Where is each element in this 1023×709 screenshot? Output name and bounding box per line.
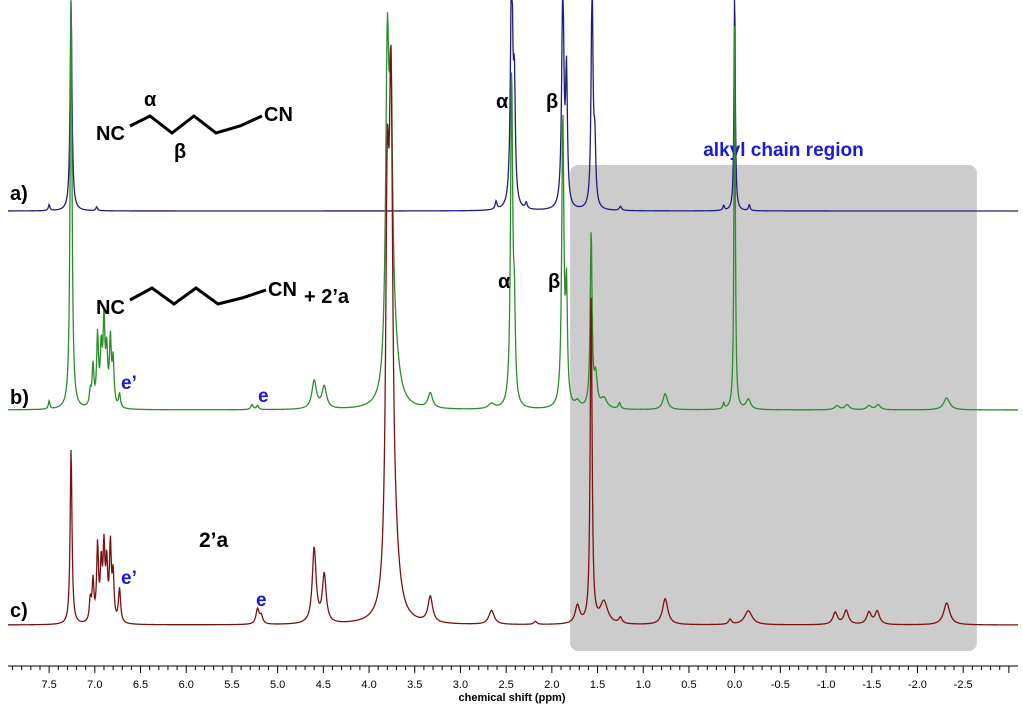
x-tick-label: 3.5 <box>407 679 422 691</box>
alkyl-chain-region-box <box>570 165 977 651</box>
peak-label-e-b: e <box>258 386 269 407</box>
spectra-traces <box>7 0 1018 626</box>
structure-a-alpha: α <box>144 89 157 111</box>
x-tick-label: 2.5 <box>498 679 513 691</box>
alkyl-chain-region-label: alkyl chain region <box>703 140 864 161</box>
spectrum-trace-c <box>7 44 1018 626</box>
spectrum-trace-a <box>8 0 1018 212</box>
peak-label-e-prime-b: e’ <box>121 373 137 394</box>
x-tick-label: 0.0 <box>727 679 742 691</box>
trace-label-b: b) <box>10 387 29 409</box>
peak-label-alpha-b: α <box>498 271 511 293</box>
structure-b-chain <box>129 286 267 306</box>
structure-a-nc: NC <box>96 123 125 145</box>
x-tick-label: 6.5 <box>133 679 148 691</box>
x-tick-label: 1.5 <box>590 679 605 691</box>
structure-a-chain <box>129 114 263 135</box>
peak-label-beta-b: β <box>548 271 560 293</box>
x-axis-ticks: 7.5 7.0 6.5 6.0 5.5 5.0 4.5 4.0 3.5 3.0 2.5 2.0 1.5 1… <box>12 666 1010 691</box>
x-tick-label: 5.5 <box>224 679 239 691</box>
x-tick-label: -2.5 <box>954 679 973 691</box>
x-tick-label: 6.0 <box>179 679 194 691</box>
structure-a-cn: CN <box>264 104 293 126</box>
x-tick-label: 0.5 <box>681 679 696 691</box>
x-tick-label: 7.5 <box>41 679 56 691</box>
structure-b-cn: CN <box>268 279 297 301</box>
trace-label-c: c) <box>10 600 28 622</box>
x-tick-label: 4.0 <box>361 679 376 691</box>
trace-label-a: a) <box>10 183 28 205</box>
peak-label-beta-a: β <box>546 91 558 113</box>
structure-b-nc: NC <box>96 297 125 319</box>
peak-label-e-c: e <box>256 590 267 611</box>
compound-c-label: 2’a <box>199 529 229 552</box>
structure-b-suffix: + 2’a <box>304 286 350 308</box>
x-tick-label: -2.0 <box>908 679 927 691</box>
peak-label-alpha-a: α <box>496 91 509 113</box>
x-tick-label: 7.0 <box>87 679 102 691</box>
x-tick-label: 3.0 <box>453 679 468 691</box>
x-tick-label: -0.5 <box>771 679 790 691</box>
x-tick-label: -1.0 <box>817 679 836 691</box>
x-tick-label: -1.5 <box>862 679 881 691</box>
x-tick-label: 4.5 <box>316 679 331 691</box>
x-tick-label: 2.0 <box>544 679 559 691</box>
x-tick-label: 5.0 <box>270 679 285 691</box>
x-axis-label: chemical shift (ppm) <box>459 692 566 704</box>
structure-adiponitrile-b: NC CN + 2’a <box>96 279 350 319</box>
spectrum-trace-b <box>8 0 1018 411</box>
structure-a-beta: β <box>174 141 186 163</box>
peak-label-e-prime-c: e’ <box>121 568 137 589</box>
structure-adiponitrile-a: NC CN α β <box>96 89 293 163</box>
x-tick-label: 1.0 <box>636 679 651 691</box>
